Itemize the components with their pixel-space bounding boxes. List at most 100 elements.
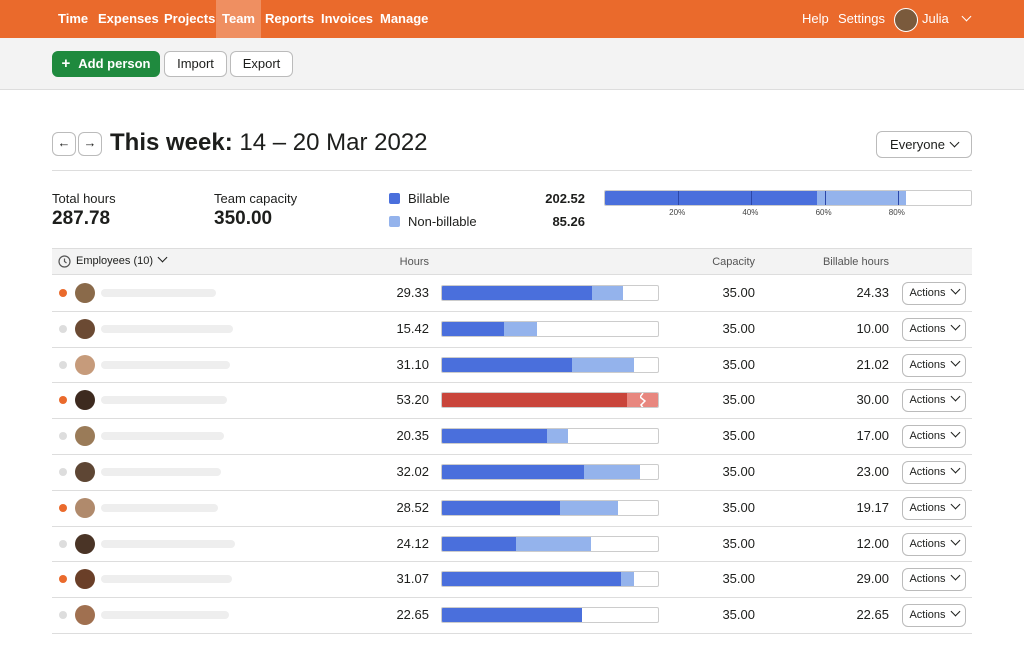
billable-segment — [442, 357, 572, 372]
avatar — [75, 497, 95, 518]
button-label: Export — [242, 56, 281, 71]
user-avatar[interactable] — [894, 8, 918, 32]
toolbar-button[interactable]: Export — [230, 51, 293, 77]
hours-bar — [441, 499, 659, 516]
chevron — [950, 320, 960, 331]
legend-label: Billable — [408, 191, 450, 206]
hours-bar — [441, 464, 659, 480]
actions-button[interactable]: Actions — [902, 353, 966, 377]
chevron — [950, 463, 960, 474]
actions-label: Actions — [909, 358, 946, 371]
status-dot — [59, 539, 67, 548]
actions-button[interactable]: Actions — [902, 496, 966, 520]
summary-bar — [604, 190, 972, 206]
billable-hours: 22.65 — [856, 607, 889, 623]
name-placeholder — [101, 289, 216, 297]
billable-hours: 29.00 — [856, 571, 889, 587]
chevron — [950, 356, 960, 367]
nav-item[interactable]: Invoices — [321, 11, 374, 26]
billable-segment — [442, 286, 593, 300]
status-dot — [59, 396, 67, 405]
filter-dropdown[interactable]: Everyone — [876, 131, 972, 158]
next-week[interactable]: → — [78, 132, 102, 156]
billable-segment — [442, 465, 584, 479]
actions-button[interactable]: Actions — [902, 568, 966, 592]
nav-item[interactable]: Team — [216, 0, 261, 38]
user-menu[interactable]: Julia — [916, 0, 976, 38]
actions-button[interactable]: Actions — [902, 604, 966, 628]
actions-button[interactable]: Actions — [902, 317, 966, 341]
summary-segment — [816, 191, 906, 205]
legend-value: 202.52 — [545, 191, 585, 206]
nav-item[interactable]: Reports — [265, 11, 315, 26]
name-placeholder — [101, 360, 230, 369]
table-header: Employees (10) Hours Capacity Billable h… — [52, 248, 972, 275]
tick-label: 20% — [669, 208, 686, 217]
nav-item[interactable]: Manage — [380, 11, 429, 26]
name-placeholder — [101, 503, 218, 512]
hours: 20.35 — [396, 428, 429, 444]
hours: 53.20 — [396, 392, 429, 408]
employees-header[interactable]: Employees (10) — [76, 252, 168, 267]
button-label: Import — [177, 56, 214, 71]
capacity: 35.00 — [722, 356, 755, 372]
actions-button[interactable]: Actions — [902, 425, 966, 449]
actions-label: Actions — [909, 466, 946, 478]
actions-button[interactable]: Actions — [902, 532, 966, 556]
avatar — [75, 569, 95, 590]
actions-button[interactable]: Actions — [902, 461, 966, 484]
toolbar-button[interactable]: Import — [164, 51, 227, 77]
total-value: 287.78 — [52, 208, 111, 229]
tick-label: 60% — [815, 208, 832, 217]
billable-segment — [442, 429, 547, 444]
row-divider — [52, 310, 972, 312]
hours: 32.02 — [396, 464, 429, 479]
row-divider — [52, 489, 972, 491]
nav-link[interactable]: Help — [802, 11, 829, 26]
plus-icon: + — [61, 55, 71, 72]
top-nav: Time Expenses Projects Team Reports Invoices M… — [0, 0, 1024, 38]
row-divider — [52, 525, 972, 527]
tick-mark — [897, 191, 899, 205]
actions-button[interactable]: Actions — [902, 282, 966, 305]
billable-segment — [442, 536, 517, 551]
actions-button[interactable]: Actions — [902, 389, 966, 413]
nav-link[interactable]: Settings — [838, 11, 885, 26]
hours: 24.12 — [396, 535, 429, 551]
chevron — [950, 284, 960, 295]
row-divider — [52, 382, 972, 384]
billable-hours: 21.02 — [856, 356, 889, 372]
prev-week[interactable]: ← — [52, 132, 76, 156]
hours: 31.10 — [396, 356, 429, 372]
tick-mark — [824, 191, 826, 205]
actions-label: Actions — [909, 430, 946, 443]
chevron — [950, 606, 960, 617]
capacity-header: Capacity — [712, 256, 755, 268]
billable-segment — [442, 321, 504, 336]
actions-label: Actions — [909, 322, 946, 335]
capacity: 35.00 — [722, 285, 755, 300]
billable-hours: 19.17 — [856, 499, 889, 515]
actions-label: Actions — [909, 609, 946, 622]
actions-label: Actions — [909, 537, 946, 550]
nav-item[interactable]: Projects — [164, 11, 216, 26]
employees-label: Employees (10) — [76, 255, 154, 267]
status-dot — [59, 468, 67, 476]
capacity-label: Team capacity — [214, 191, 298, 206]
legend-swatch — [389, 193, 400, 204]
hours-bar — [441, 320, 659, 337]
nav-item[interactable]: Time — [58, 11, 89, 26]
toolbar-button[interactable]: + Add person — [52, 51, 160, 77]
billable-segment — [442, 393, 628, 408]
hours: 31.07 — [396, 571, 429, 587]
avatar — [75, 426, 95, 447]
period-prefix: This week: — [110, 129, 233, 156]
actions-label: Actions — [909, 287, 946, 299]
avatar — [75, 354, 95, 375]
capacity-value: 350.00 — [214, 208, 273, 229]
actions-label: Actions — [909, 573, 946, 586]
nav-item[interactable]: Expenses — [98, 11, 159, 26]
legend-value: 85.26 — [552, 214, 585, 229]
total-label: Total hours — [52, 191, 116, 206]
